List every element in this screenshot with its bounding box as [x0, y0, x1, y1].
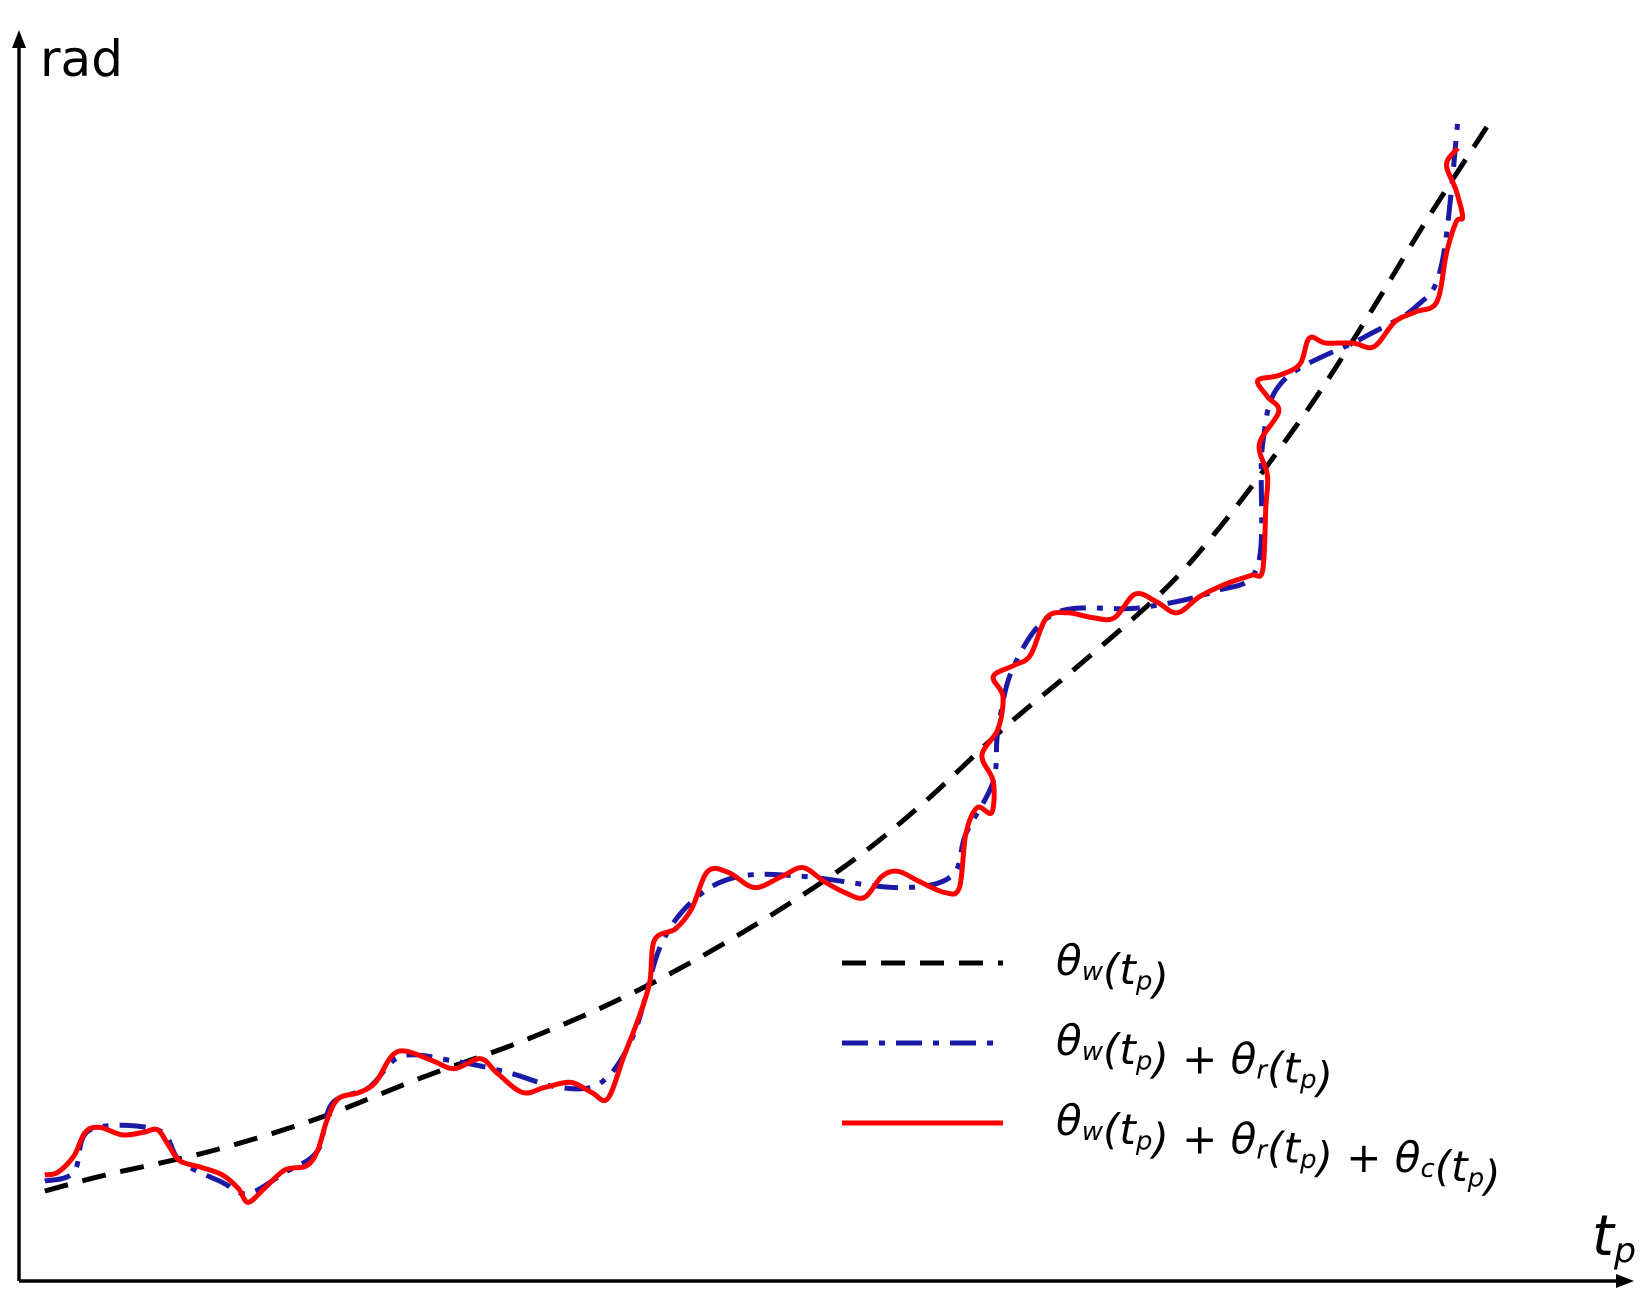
y-axis-label: rad	[40, 30, 123, 88]
legend-label: θw(tp) + θr(tp)	[1056, 1016, 1333, 1102]
series-line	[44, 125, 1489, 1194]
x-axis-label: tp	[1592, 1204, 1636, 1271]
series-line	[44, 121, 1461, 1197]
x-axis-arrow	[1616, 1274, 1634, 1288]
legend-label: θw(tp)	[1056, 936, 1169, 1003]
series-line	[44, 146, 1466, 1205]
legend-label: θw(tp) + θr(tp) + θc(tp)	[1056, 1096, 1501, 1200]
legend: θw(tp) θw(tp) + θr(tp)θw(tp) + θr(tp) + θ…	[842, 936, 1501, 1200]
y-axis-arrow	[12, 30, 26, 48]
plot-area	[44, 121, 1489, 1205]
